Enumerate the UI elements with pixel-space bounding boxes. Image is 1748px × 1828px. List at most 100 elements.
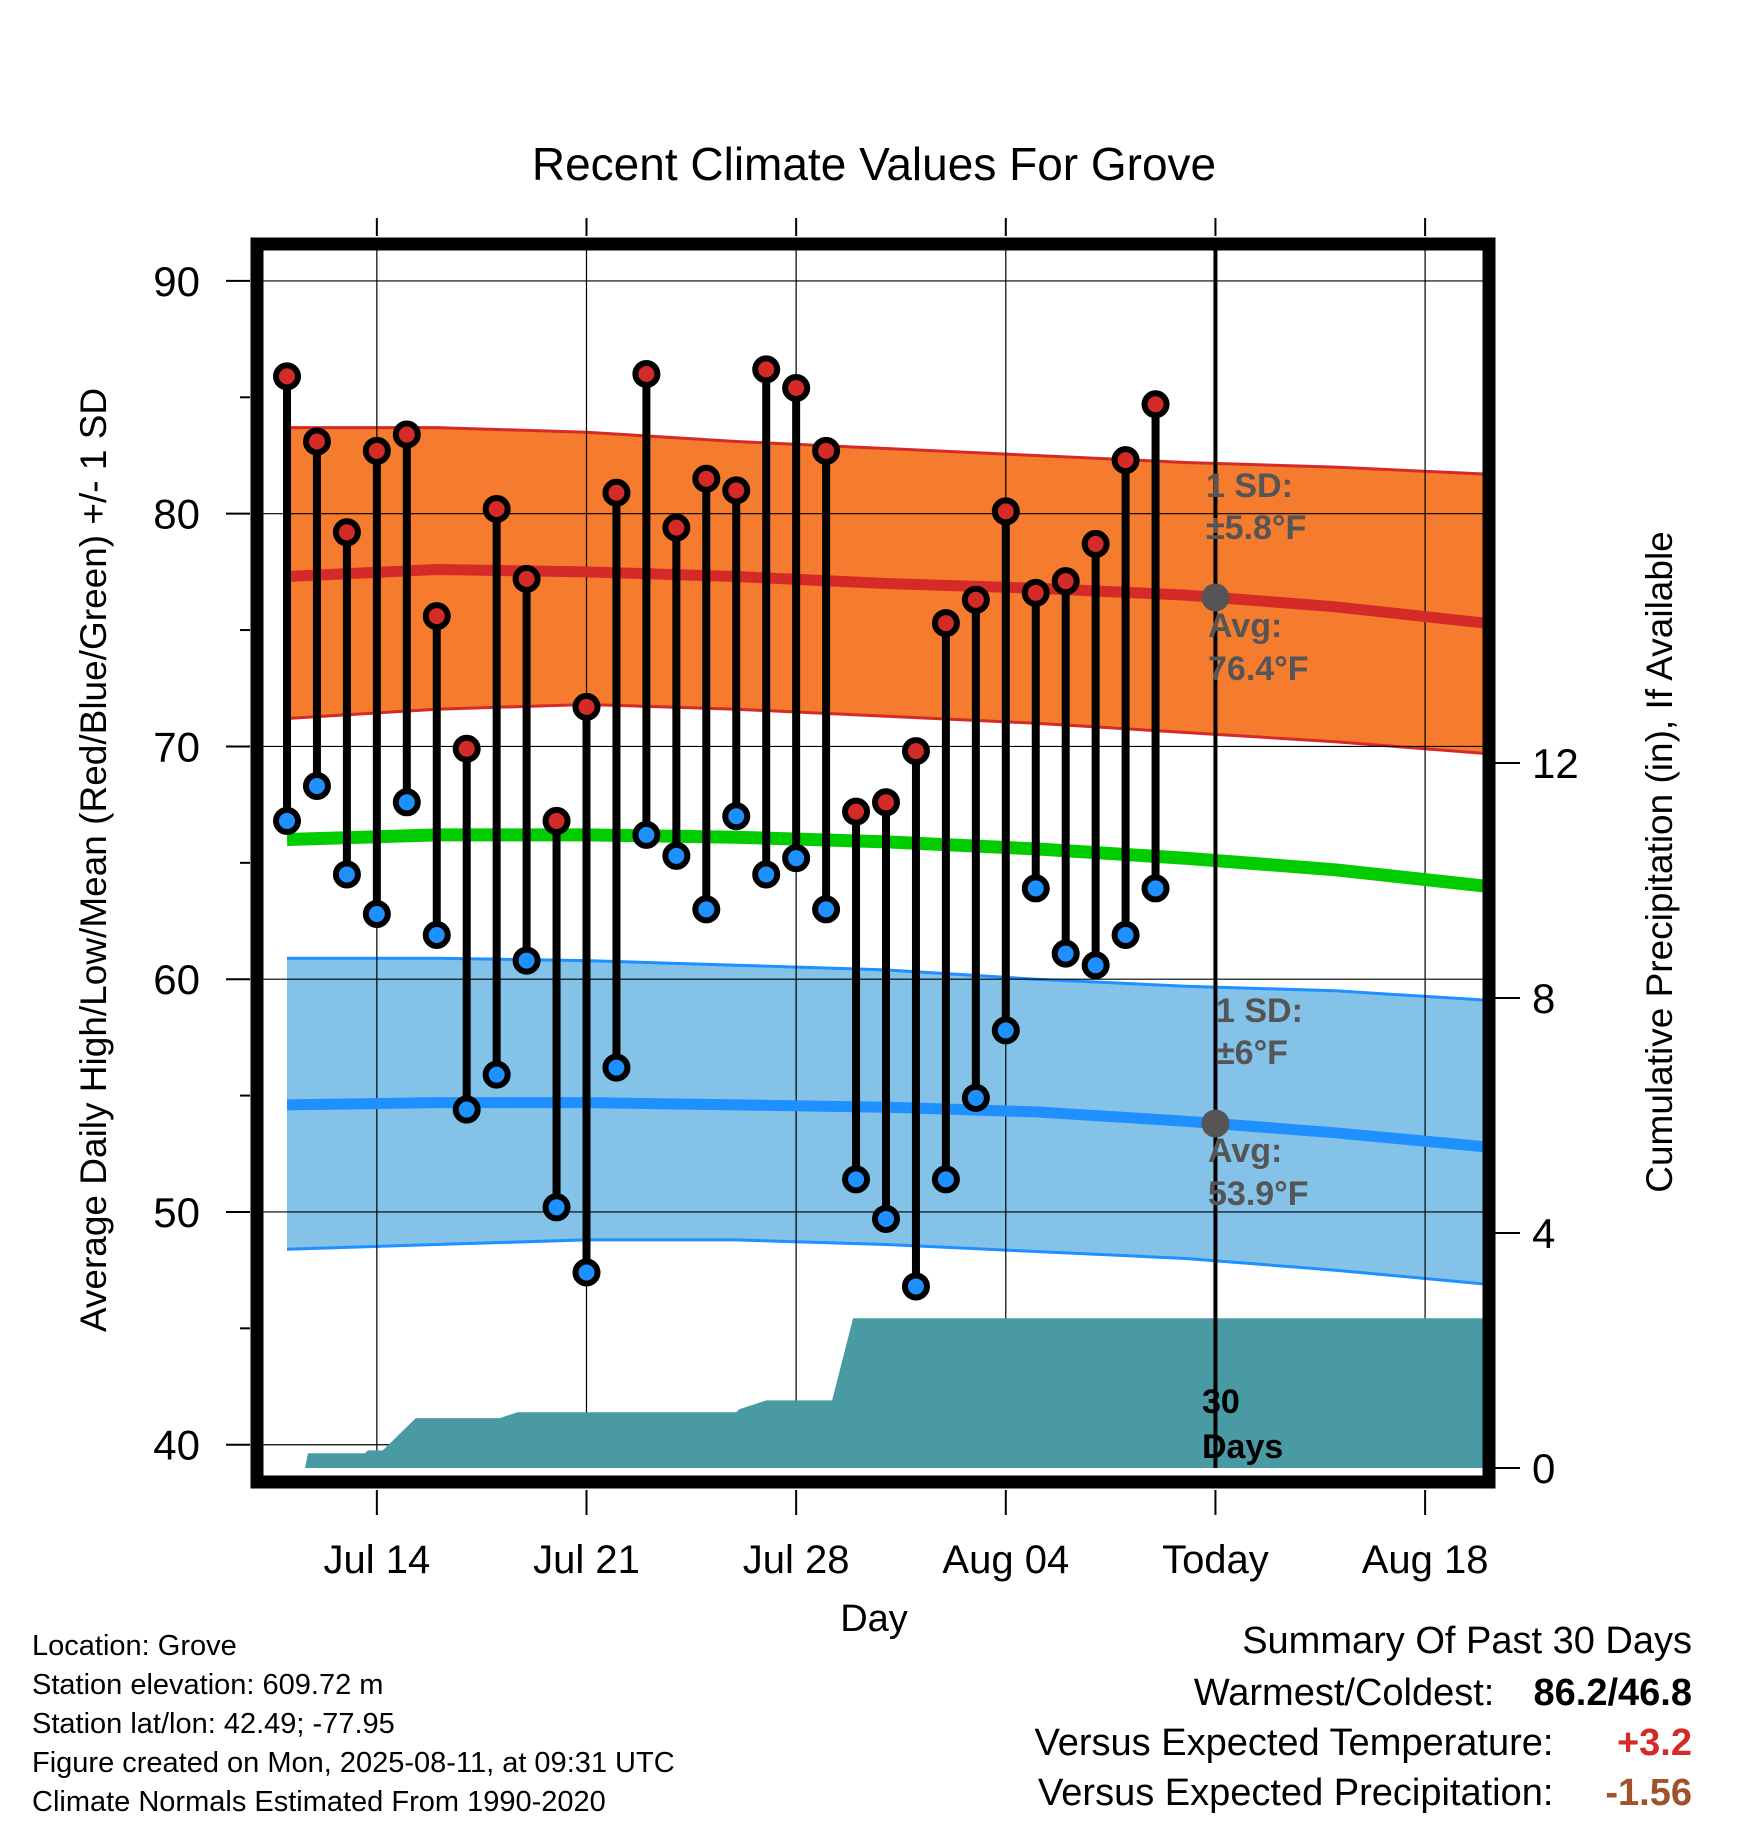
low-temp-point — [273, 806, 301, 835]
high-temp-point — [1021, 578, 1050, 607]
axes: 40 50 60 70 80 90 0 4 8 12 Jul 14 Jul 21 Jul 28 Aug 0… — [153, 218, 1579, 1582]
daily-range-bars — [283, 369, 1160, 1287]
high-temp-point — [1051, 567, 1080, 596]
high-temp-point — [362, 436, 391, 465]
daily-points — [273, 355, 1170, 1301]
warmest-value: 86.2 — [1533, 1672, 1608, 1714]
annotations: 1 SD: ±5.8°F Avg: 76.4°F 1 SD: ±6°F Avg:… — [1202, 467, 1309, 1466]
high-avg-label: Avg: — [1208, 607, 1282, 645]
info-created: Figure created on Mon, 2025-08-11, at 09… — [32, 1747, 675, 1779]
high-temp-point — [1111, 446, 1140, 475]
summary-title: Summary Of Past 30 Days — [1242, 1620, 1692, 1662]
high-temp-point — [961, 585, 990, 614]
low-temp-point — [422, 920, 451, 949]
low-temp-point — [1081, 951, 1110, 980]
high-sd-band — [287, 427, 1484, 754]
high-temp-point — [931, 609, 960, 638]
high-temp-point — [722, 476, 751, 505]
low-sd-label: 1 SD: — [1216, 992, 1303, 1030]
high-temp-point — [752, 355, 781, 384]
low-avg-label: Avg: — [1208, 1132, 1282, 1170]
low-avg-value: 53.9°F — [1208, 1175, 1309, 1213]
info-latlon: Station lat/lon: 42.49; -77.95 — [32, 1708, 395, 1740]
warm-cold-value: 86.2/46.8 — [1534, 1672, 1693, 1715]
high-sd-band-lower-edge — [286, 702, 1484, 755]
high-temp-point — [632, 360, 661, 389]
high-temp-point — [1081, 529, 1110, 558]
high-temp-point — [602, 478, 631, 507]
x-tick-label: Today — [1162, 1538, 1269, 1582]
low-temp-point — [482, 1060, 511, 1089]
low-temp-point — [392, 788, 421, 817]
low-temp-point — [1021, 874, 1050, 903]
x-tick-label: Jul 28 — [743, 1538, 850, 1582]
chart-title: Recent Climate Values For Grove — [532, 138, 1216, 190]
high-temp-point — [662, 513, 691, 542]
x-tick-label: Aug 04 — [942, 1538, 1069, 1582]
precip-vs-expected-label: Versus Expected Precipitation: — [1038, 1772, 1554, 1814]
coldest-value: 46.8 — [1618, 1672, 1692, 1714]
low-temp-point — [961, 1083, 990, 1112]
high-temp-point — [332, 518, 361, 547]
low-temp-point — [332, 860, 361, 889]
precip-vs-expected-value: -1.56 — [1605, 1772, 1692, 1814]
y-tick-label: 70 — [153, 723, 200, 770]
summary-precipitation: Versus Expected Precipitation: -1.56 — [1038, 1772, 1692, 1815]
high-temp-point — [782, 373, 811, 402]
y-tick-label: 50 — [153, 1189, 200, 1236]
today-high-avg-dot — [1201, 583, 1230, 612]
low-sd-band-lower-edge — [286, 1238, 1484, 1286]
low-temp-point — [931, 1165, 960, 1194]
high-temp-point — [991, 497, 1020, 526]
low-temp-point — [452, 1095, 481, 1124]
x-tick-label: Jul 21 — [533, 1538, 640, 1582]
high-temp-point — [512, 564, 541, 593]
precip-days-label: Days — [1202, 1428, 1283, 1466]
y-tick-label: 80 — [153, 491, 200, 538]
low-temp-point — [512, 946, 541, 975]
today-marker — [1201, 246, 1230, 1468]
low-temp-point — [572, 1258, 601, 1287]
high-temp-point — [692, 464, 721, 493]
low-temp-point — [782, 844, 811, 873]
low-temp-point — [842, 1165, 871, 1194]
y2-tick-label: 4 — [1532, 1210, 1555, 1257]
high-sd-band-upper-edge — [287, 426, 1484, 476]
high-sd-value: ±5.8°F — [1206, 509, 1306, 547]
high-temp-point — [542, 806, 571, 835]
low-temp-point — [362, 900, 391, 929]
low-temp-point — [1141, 874, 1170, 903]
low-temp-point — [1111, 920, 1140, 949]
y2-tick-label: 0 — [1532, 1445, 1555, 1492]
high-temp-point — [482, 495, 511, 524]
y-tick-label: 60 — [153, 956, 200, 1003]
low-temp-point — [302, 772, 331, 801]
low-temp-point — [692, 895, 721, 924]
precipitation-area — [287, 1318, 1484, 1468]
high-temp-point — [302, 427, 331, 456]
low-temp-point — [542, 1193, 571, 1222]
high-temp-point — [901, 737, 930, 766]
summary-temperature: Versus Expected Temperature: +3.2 — [1035, 1722, 1692, 1765]
x-tick-label: Jul 14 — [323, 1538, 430, 1582]
x-axis-label: Day — [840, 1598, 908, 1640]
low-temp-point — [722, 802, 751, 831]
precip-days-number: 30 — [1202, 1383, 1240, 1421]
high-temp-point — [452, 734, 481, 763]
today-low-avg-dot — [1201, 1109, 1230, 1138]
y2-axis-label: Cumulative Precipitation (in), If Availa… — [1639, 531, 1680, 1193]
low-temp-point — [812, 895, 841, 924]
low-temp-point — [632, 820, 661, 849]
high-temp-point — [572, 692, 601, 721]
x-tick-label: Aug 18 — [1362, 1538, 1489, 1582]
high-temp-point — [812, 436, 841, 465]
low-temp-point — [662, 841, 691, 870]
low-temp-point — [752, 860, 781, 889]
low-temp-point — [602, 1053, 631, 1082]
summary-warm-cold: Warmest/Coldest: 86.2/46.8 — [1194, 1672, 1692, 1715]
high-temp-point — [422, 602, 451, 631]
high-temp-point — [872, 788, 900, 817]
info-normals: Climate Normals Estimated From 1990-2020 — [32, 1786, 606, 1818]
high-normal-line — [286, 563, 1484, 629]
